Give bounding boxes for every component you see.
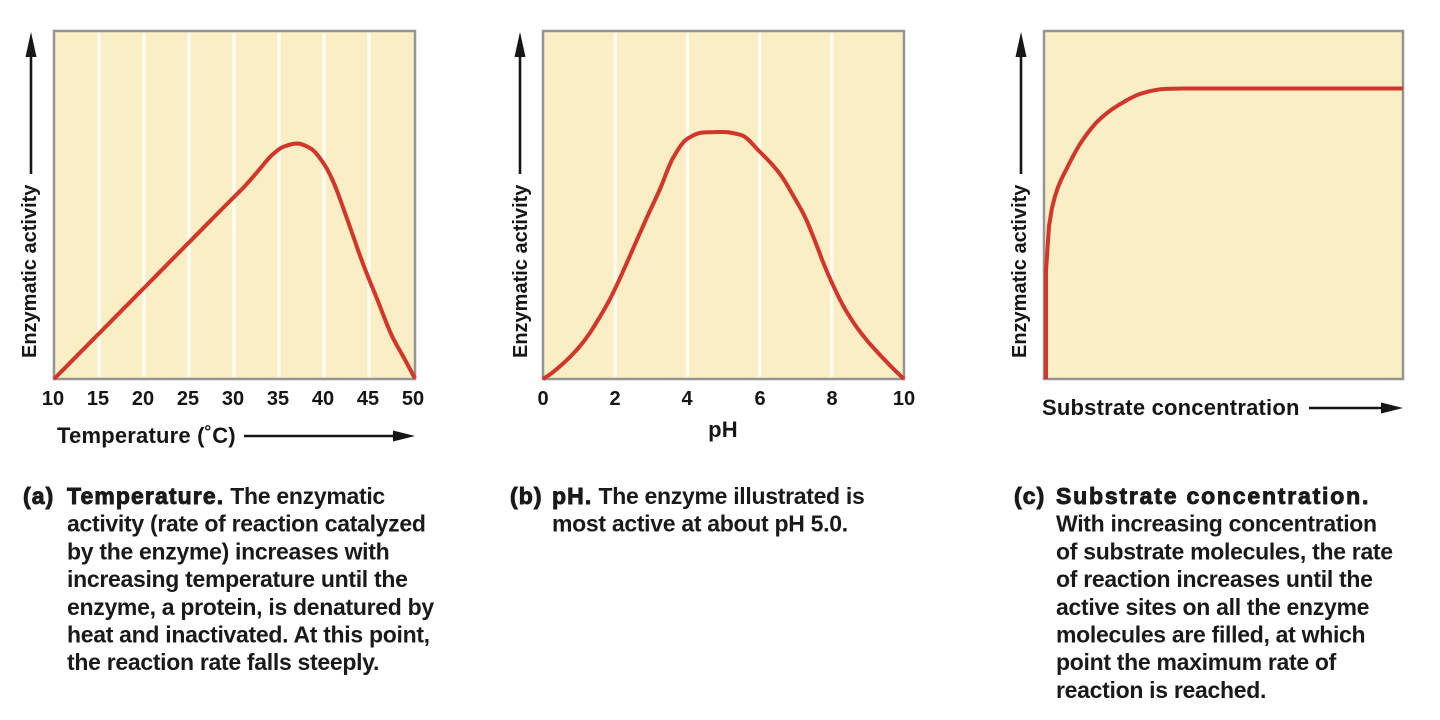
svg-text:10: 10 <box>893 388 915 410</box>
svg-text:20: 20 <box>132 388 154 410</box>
svg-text:Temperature (˚C): Temperature (˚C) <box>57 423 236 448</box>
svg-text:0: 0 <box>537 388 548 410</box>
svg-text:15: 15 <box>87 388 109 410</box>
svg-text:Substrate concentration.: Substrate concentration. With increasing… <box>1056 483 1399 703</box>
svg-text:30: 30 <box>222 388 244 410</box>
svg-text:Temperature. The enzymatic: Temperature. The enzymatic activity (rat… <box>67 483 440 675</box>
svg-text:(a): (a) <box>23 483 54 509</box>
svg-text:Enzymatic activity: Enzymatic activity <box>510 184 532 358</box>
svg-text:45: 45 <box>357 388 379 410</box>
svg-text:10: 10 <box>42 388 64 410</box>
svg-text:6: 6 <box>754 388 765 410</box>
svg-text:4: 4 <box>681 388 693 410</box>
svg-text:Enzymatic activity: Enzymatic activity <box>1009 184 1031 358</box>
svg-text:(b): (b) <box>510 483 543 509</box>
svg-text:25: 25 <box>177 388 199 410</box>
svg-text:Substrate concentration: Substrate concentration <box>1042 395 1300 420</box>
svg-text:40: 40 <box>312 388 334 410</box>
svg-text:50: 50 <box>402 388 424 410</box>
svg-text:(c): (c) <box>1014 483 1045 509</box>
svg-text:8: 8 <box>826 388 837 410</box>
svg-text:2: 2 <box>609 388 620 410</box>
svg-text:35: 35 <box>267 388 289 410</box>
svg-text:Enzymatic activity: Enzymatic activity <box>19 184 41 358</box>
svg-text:pH: pH <box>708 417 738 442</box>
svg-text:pH. The enzyme illustrated is: pH. The enzyme illustrated is most activ… <box>552 483 871 537</box>
